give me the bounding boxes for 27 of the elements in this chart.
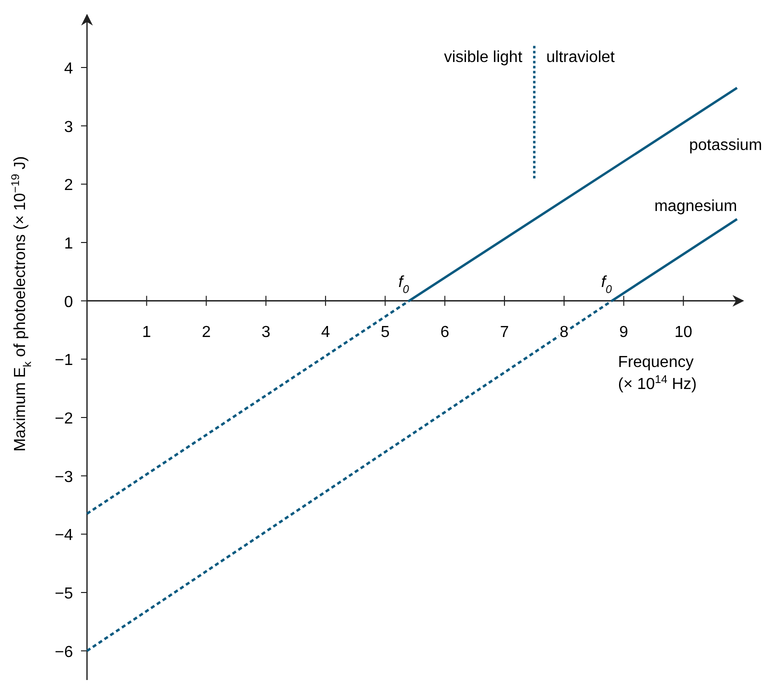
y-tick-label: −5 <box>54 586 74 602</box>
y-tick-label: 2 <box>64 177 74 194</box>
annotation: f$_{0}$ <box>601 274 613 296</box>
x-tick-label: 5 <box>380 324 390 341</box>
y-tick-label: −4 <box>54 527 74 544</box>
x-tick-label: 9 <box>619 324 628 341</box>
x-tick-label: 10 <box>674 324 692 341</box>
x-tick-label: 4 <box>321 324 330 341</box>
series-label: magnesium <box>654 198 738 216</box>
x-tick-label: 2 <box>202 324 211 341</box>
y-tick-label: 1 <box>64 236 74 252</box>
y-tick-label: −3 <box>54 468 74 486</box>
annotation: ultraviolet <box>546 48 616 66</box>
series-label: potassium <box>689 136 762 154</box>
y-tick-label: −1 <box>54 352 74 370</box>
y-tick-label: 4 <box>64 60 74 78</box>
x-axis-title: Frequency (× 10$^{14}$ Hz) <box>618 354 697 393</box>
x-tick-label: 3 <box>261 324 270 341</box>
annotation: visible light <box>444 48 523 66</box>
y-tick-label: 3 <box>64 118 74 136</box>
y-tick-label: −6 <box>54 644 74 661</box>
annotation: f$_{0}$ <box>398 274 410 296</box>
x-tick-label: 7 <box>500 324 509 341</box>
y-tick-label: 0 <box>64 294 74 311</box>
x-tick-label: 6 <box>440 324 450 341</box>
x-tick-label: 1 <box>142 324 152 341</box>
y-tick-label: −2 <box>54 410 74 428</box>
